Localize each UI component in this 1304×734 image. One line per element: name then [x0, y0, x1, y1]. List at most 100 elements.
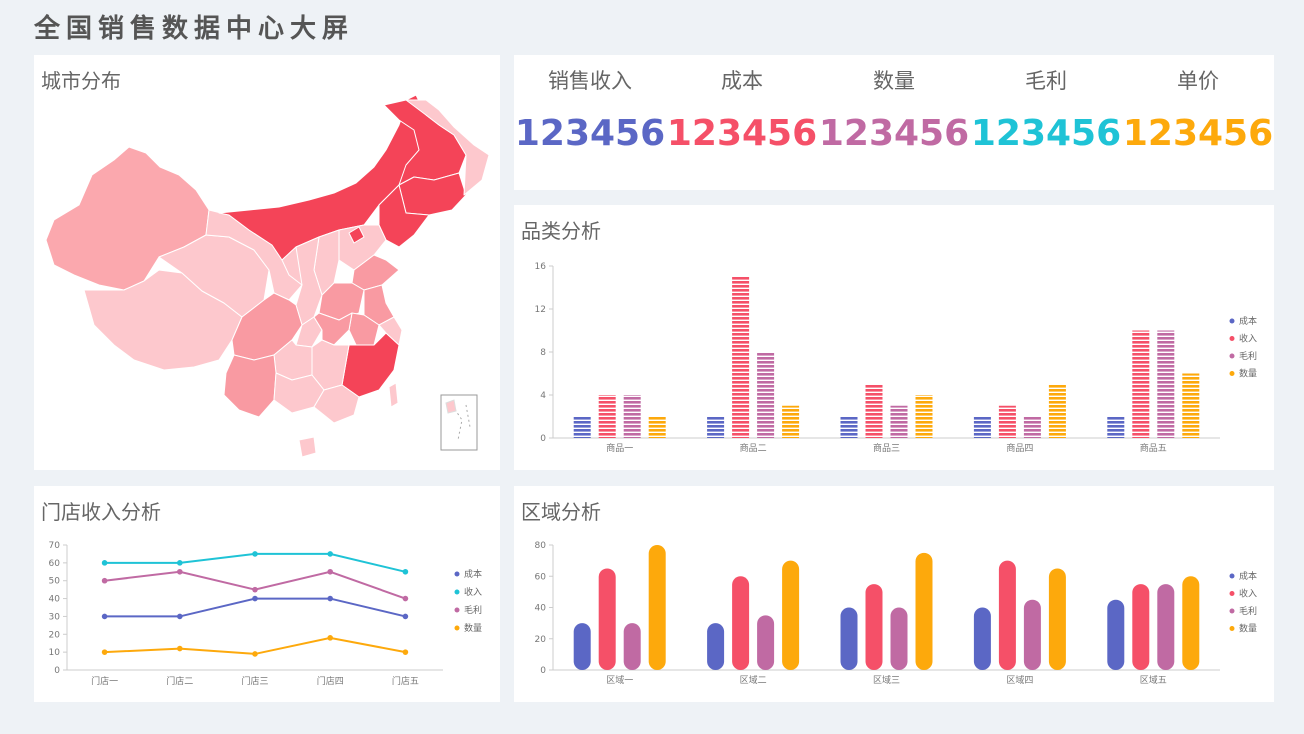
legend-label: 数量 — [1239, 623, 1257, 635]
data-point — [327, 635, 334, 641]
region-northeast[interactable] — [405, 99, 490, 196]
kpi-label: 成本 — [721, 69, 763, 93]
data-point — [252, 586, 258, 593]
region-chongqing[interactable] — [295, 316, 323, 348]
bar — [623, 623, 641, 670]
x-tick-label: 商品四 — [1006, 442, 1033, 454]
china-map[interactable] — [34, 55, 500, 470]
legend-label: 数量 — [1239, 368, 1257, 380]
legend-marker — [454, 571, 460, 577]
page-title: 全国销售数据中心大屏 — [34, 14, 355, 44]
region-guangdong[interactable] — [313, 384, 360, 424]
south-china-sea-inset — [440, 394, 478, 451]
kpi-gross-profit: 毛利 123456 — [970, 55, 1122, 190]
kpi-value: 123456 — [666, 113, 818, 154]
bar — [840, 607, 858, 670]
category-panel: 品类分析 0 4 8 12 16 商品一 商品二 商品三 商品四 商品五 成本 收入 毛利 数量 — [514, 205, 1274, 470]
legend-marker — [1229, 318, 1235, 324]
region-beijing[interactable] — [348, 226, 365, 244]
x-tick-label: 区域五 — [1140, 674, 1167, 686]
x-tick-label: 区域二 — [740, 674, 767, 686]
store-panel-title: 门店收入分析 — [41, 500, 161, 524]
bar — [732, 576, 750, 670]
x-tick-label: 门店五 — [392, 675, 419, 687]
x-tick-label: 区域四 — [1006, 674, 1033, 686]
kpi-label: 单价 — [1177, 69, 1219, 93]
bar — [890, 405, 908, 438]
kpi-unit-price: 单价 123456 — [1122, 55, 1274, 190]
legend-marker — [1229, 573, 1235, 579]
kpi-sales-revenue: 销售收入 123456 — [514, 55, 666, 190]
legend-marker — [1229, 591, 1235, 596]
data-point — [177, 645, 183, 652]
legend-label: 收入 — [1239, 588, 1257, 600]
bar — [573, 416, 591, 438]
bar — [840, 416, 858, 438]
legend-marker — [454, 607, 460, 613]
region-yunnan[interactable] — [223, 354, 277, 418]
bar — [648, 416, 666, 438]
kpi-label: 数量 — [873, 69, 915, 93]
map-panel-title: 城市分布 — [41, 69, 121, 93]
kpi-cost: 成本 123456 — [666, 55, 818, 190]
data-point — [327, 568, 334, 575]
x-tick-label: 门店四 — [317, 675, 344, 687]
data-point — [402, 595, 409, 602]
kpi-value: 123456 — [514, 113, 666, 154]
bar — [1132, 330, 1150, 438]
legend-marker — [1229, 336, 1235, 341]
y-tick-label: 12 — [535, 305, 546, 315]
legend-marker — [454, 625, 460, 631]
bar — [998, 560, 1016, 670]
map-panel: 城市分布 — [34, 55, 500, 470]
kpi-panel: 销售收入 123456 成本 123456 数量 123456 毛利 12345… — [514, 55, 1274, 190]
region-qinghai[interactable] — [158, 234, 270, 318]
kpi-value: 123456 — [1122, 113, 1274, 154]
region-hubei[interactable] — [313, 312, 353, 346]
area-panel-title: 区域分析 — [521, 500, 601, 524]
kpi-label: 销售收入 — [548, 69, 632, 93]
y-tick-label: 16 — [535, 262, 547, 272]
legend-marker — [1229, 371, 1235, 376]
bar — [598, 395, 616, 438]
x-tick-label: 商品一 — [606, 442, 633, 454]
data-point — [101, 560, 108, 566]
y-tick-label: 60 — [535, 572, 547, 582]
x-tick-label: 商品五 — [1140, 442, 1167, 454]
region-zhejiang[interactable] — [378, 316, 403, 346]
bar — [1157, 584, 1175, 670]
bar — [1048, 384, 1066, 438]
y-tick-label: 4 — [540, 391, 546, 401]
region-sichuan[interactable] — [231, 292, 303, 361]
kpi-value: 123456 — [818, 113, 970, 154]
region-hainan[interactable] — [298, 436, 317, 458]
legend-marker — [1229, 353, 1235, 359]
region-ningxia[interactable] — [281, 246, 303, 286]
bar — [782, 405, 800, 438]
x-tick-label: 门店三 — [241, 675, 268, 687]
bar — [1182, 373, 1200, 438]
y-tick-label: 60 — [49, 559, 61, 569]
bar — [1107, 599, 1125, 670]
bar — [732, 276, 750, 438]
legend-label: 成本 — [1239, 570, 1257, 582]
y-tick-label: 0 — [540, 666, 546, 676]
series-line — [104, 570, 406, 600]
x-tick-label: 门店二 — [166, 675, 193, 687]
region-jilin[interactable] — [398, 172, 467, 216]
bar — [1023, 416, 1041, 438]
bar — [865, 584, 883, 670]
y-tick-label: 10 — [49, 648, 61, 658]
legend-label: 收入 — [464, 586, 482, 598]
bar — [648, 545, 666, 670]
region-taiwan[interactable] — [388, 382, 399, 408]
x-tick-label: 区域三 — [873, 674, 900, 686]
data-point — [101, 577, 108, 584]
bar — [865, 384, 883, 438]
region-xinjiang[interactable] — [45, 146, 210, 291]
legend-marker — [454, 589, 460, 595]
y-tick-label: 80 — [535, 541, 547, 551]
bar — [1023, 599, 1041, 670]
kpi-quantity: 数量 123456 — [818, 55, 970, 190]
data-point — [252, 651, 258, 657]
